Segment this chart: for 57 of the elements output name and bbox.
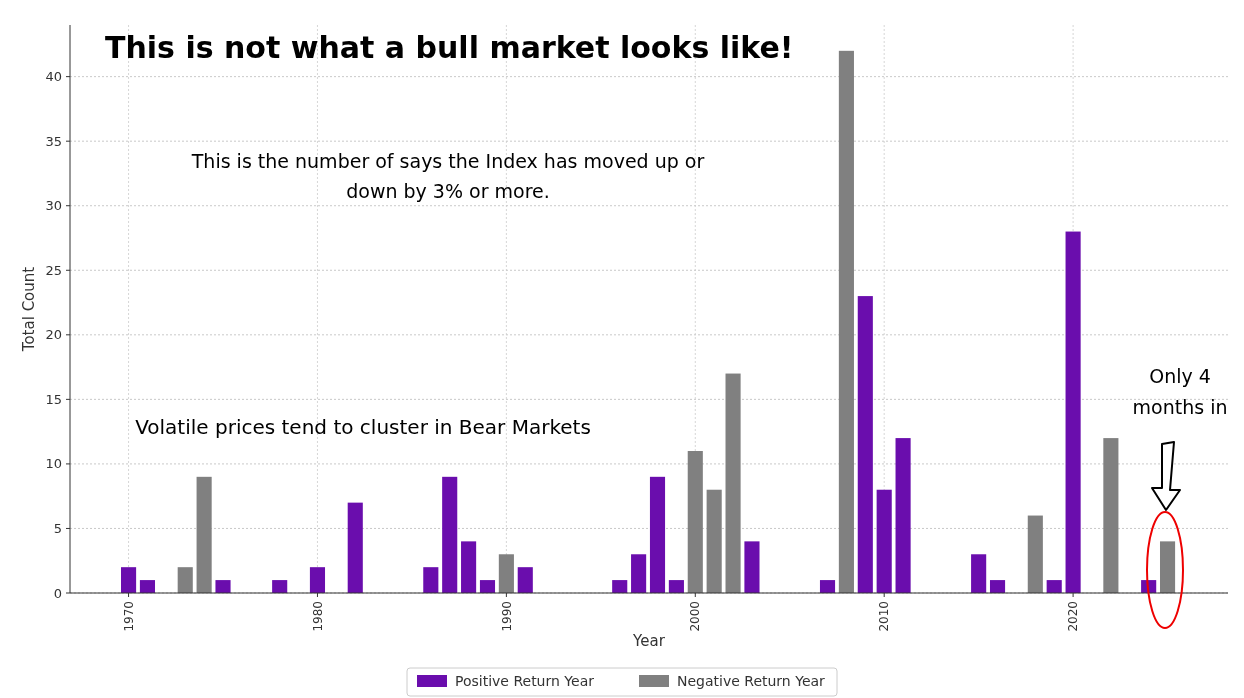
bar <box>687 451 703 593</box>
y-tick-label: 5 <box>53 521 62 536</box>
y-tick-label: 40 <box>45 69 62 85</box>
legend-label: Positive Return Year <box>455 672 595 689</box>
bar <box>139 580 156 593</box>
y-tick-label: 20 <box>45 327 62 343</box>
bar <box>309 567 326 593</box>
bar <box>725 373 741 593</box>
x-tick-label: 2010 <box>877 601 892 632</box>
x-tick-label: 2020 <box>1066 601 1081 632</box>
y-tick-label: 10 <box>45 456 62 472</box>
x-tick-label: 1980 <box>310 601 325 632</box>
bar <box>461 541 477 593</box>
bar <box>857 296 873 593</box>
bar <box>668 580 684 593</box>
bar <box>631 554 647 593</box>
x-axis-title: Year <box>632 632 666 650</box>
bar <box>1046 580 1062 593</box>
bar <box>1027 515 1043 593</box>
bar <box>895 438 911 593</box>
bar <box>215 580 231 593</box>
bar <box>272 580 288 593</box>
bar <box>177 567 193 593</box>
x-tick-label: 2000 <box>688 601 703 632</box>
bar <box>1159 541 1176 593</box>
bar <box>442 476 458 593</box>
bar <box>121 567 137 593</box>
bar <box>479 580 496 593</box>
bar <box>196 476 212 593</box>
bar <box>876 489 892 593</box>
y-tick-label: 35 <box>45 133 62 149</box>
bar <box>649 476 666 593</box>
y-tick-label: 15 <box>45 391 62 407</box>
y-tick-label: 25 <box>45 262 62 278</box>
bar <box>347 502 363 593</box>
x-tick-label: 1990 <box>499 601 514 632</box>
annotation: Only 4 months in <box>1132 365 1228 418</box>
annotation: Volatile prices tend to cluster in Bear Markets <box>135 415 591 439</box>
bar <box>971 554 987 593</box>
bar <box>423 567 439 593</box>
y-axis-title: Total Count <box>20 266 38 353</box>
bar <box>517 567 533 593</box>
bar <box>498 554 514 593</box>
bar <box>838 50 854 593</box>
legend-label: Negative Return Year <box>677 672 826 689</box>
bar <box>1103 438 1119 593</box>
y-tick-label: 30 <box>45 198 62 214</box>
bar <box>989 580 1006 593</box>
chart-title: This is not what a bull market looks like! <box>105 30 794 65</box>
y-tick-label: 0 <box>53 585 62 601</box>
bar <box>1065 231 1081 593</box>
bar <box>706 489 722 593</box>
bar <box>612 580 628 593</box>
x-tick-label: 1970 <box>121 601 136 632</box>
annotation: This is the number of says the Index has moved up or down by 3% or more. <box>190 150 705 202</box>
bar <box>744 541 760 593</box>
bar <box>819 580 836 593</box>
